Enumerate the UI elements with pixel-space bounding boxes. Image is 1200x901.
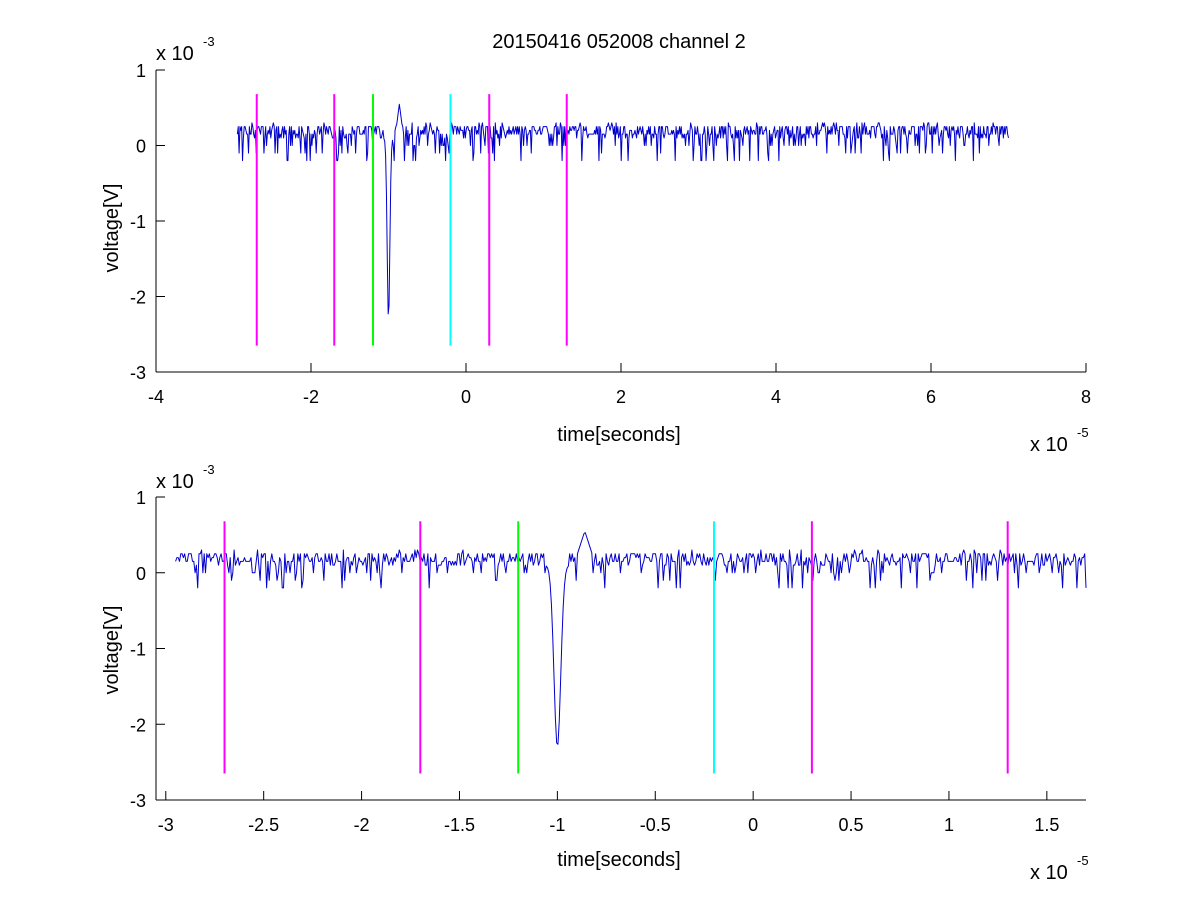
bottom-x-tick-label: 0 xyxy=(748,815,758,835)
top-axes xyxy=(155,69,1087,373)
bottom-event-markers xyxy=(223,521,1009,774)
top-y-tick-label: -3 xyxy=(130,363,146,383)
top-voltage-trace xyxy=(236,103,1009,315)
top-y-tick-label: -2 xyxy=(130,288,146,308)
bottom-x-exponent-value: -5 xyxy=(1077,853,1089,868)
bottom-y-axis-label: voltage[V] xyxy=(101,606,123,695)
figure-title: 20150416 052008 channel 2 xyxy=(492,31,746,53)
top-x-tick-label: 8 xyxy=(1081,387,1091,407)
bottom-x-tick-label: -1.5 xyxy=(444,815,475,835)
bottom-y-tick-label: -2 xyxy=(130,715,146,735)
bottom-signal-layer xyxy=(175,532,1087,745)
top-y-multiplier: x 10 xyxy=(156,43,194,65)
bottom-y-tick-label: 0 xyxy=(136,564,146,584)
bottom-y-tick-label: 1 xyxy=(136,488,146,508)
bottom-y-multiplier: x 10 xyxy=(156,471,194,493)
top-x-tick-label: -2 xyxy=(303,387,319,407)
top-plot: -4 -2 0 2 4 6 8 -3 -2 -1 0 1 x 10 -3 time[seconds]… xyxy=(101,34,1091,456)
bottom-y-tick-label: -1 xyxy=(130,640,146,660)
bottom-x-tick-label: -3 xyxy=(158,815,174,835)
top-x-tick-label: 4 xyxy=(771,387,781,407)
top-x-tick-label: 2 xyxy=(616,387,626,407)
top-y-exponent: x 10 -3 xyxy=(156,34,215,65)
top-y-tick-labels: -3 -2 -1 0 1 xyxy=(130,61,146,383)
top-x-multiplier: x 10 xyxy=(1030,434,1068,456)
bottom-x-axis-label: time[seconds] xyxy=(557,849,680,871)
top-x-tick-label: 6 xyxy=(926,387,936,407)
top-y-exponent-value: -3 xyxy=(203,34,215,49)
bottom-y-tick-labels: -3 -2 -1 0 1 xyxy=(130,488,146,811)
bottom-x-tick-label: -1 xyxy=(549,815,565,835)
top-signal-layer xyxy=(236,103,1009,315)
bottom-x-multiplier: x 10 xyxy=(1030,862,1068,884)
bottom-x-exponent: x 10 -5 xyxy=(1030,853,1089,884)
top-plot-frame xyxy=(156,70,1086,372)
bottom-x-tick-label: 0.5 xyxy=(839,815,864,835)
bottom-voltage-trace xyxy=(175,532,1087,745)
top-x-exponent: x 10 -5 xyxy=(1030,425,1089,456)
bottom-y-tick-label: -3 xyxy=(130,791,146,811)
bottom-y-exponent-value: -3 xyxy=(203,462,215,477)
top-x-tick-label: 0 xyxy=(461,387,471,407)
top-y-tick-label: 1 xyxy=(136,61,146,81)
top-x-tick-label: -4 xyxy=(148,387,164,407)
bottom-y-exponent: x 10 -3 xyxy=(156,462,215,493)
top-event-markers xyxy=(255,94,568,346)
top-y-tick-label: -1 xyxy=(130,212,146,232)
top-x-axis-label: time[seconds] xyxy=(557,424,680,446)
bottom-plot: -3 -2.5 -2 -1.5 -1 -0.5 0 0.5 1 1.5 -3 -2 -1 0 1 x 10… xyxy=(101,462,1089,884)
bottom-x-tick-label: 1 xyxy=(944,815,954,835)
bottom-x-tick-label: -0.5 xyxy=(640,815,671,835)
bottom-x-tick-label: 1.5 xyxy=(1034,815,1059,835)
bottom-x-tick-label: -2.5 xyxy=(248,815,279,835)
bottom-x-tick-label: -2 xyxy=(354,815,370,835)
top-x-exponent-value: -5 xyxy=(1077,425,1089,440)
top-y-axis-label: voltage[V] xyxy=(101,184,123,273)
top-x-tick-labels: -4 -2 0 2 4 6 8 xyxy=(148,387,1091,407)
bottom-x-tick-labels: -3 -2.5 -2 -1.5 -1 -0.5 0 0.5 1 1.5 xyxy=(158,815,1060,835)
bottom-axes xyxy=(155,496,1086,801)
top-y-tick-label: 0 xyxy=(136,137,146,157)
